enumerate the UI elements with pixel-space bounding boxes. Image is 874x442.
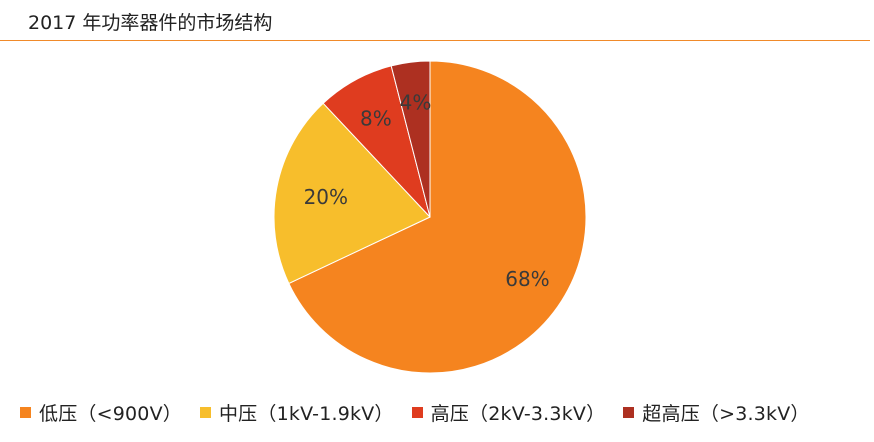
data-label-medium-voltage: 20% — [304, 185, 348, 209]
pie-slice-low-voltage — [288, 60, 587, 374]
legend-item-ultra-high-voltage: 超高压（>3.3kV） — [623, 399, 809, 426]
legend-swatch-low-voltage — [20, 406, 31, 418]
legend-item-medium-voltage: 中压（1kV-1.9kV） — [199, 399, 394, 426]
legend-item-high-voltage: 高压（2kV-3.3kV） — [411, 399, 606, 426]
title-divider — [0, 40, 870, 41]
legend-item-low-voltage: 低压（<900V） — [20, 399, 182, 426]
pie-slice-medium-voltage — [273, 102, 431, 285]
data-label-ultra-high-voltage: 4% — [400, 90, 432, 114]
legend-swatch-high-voltage — [411, 406, 423, 418]
legend-label-high-voltage: 高压（2kV-3.3kV） — [430, 402, 606, 425]
legend-label-ultra-high-voltage: 超高压（>3.3kV） — [642, 402, 810, 425]
legend-swatch-medium-voltage — [199, 406, 211, 418]
legend: 低压（<900V） 中压（1kV-1.9kV） 高压（2kV-3.3kV） 超高… — [20, 396, 872, 428]
legend-swatch-ultra-high-voltage — [623, 406, 635, 418]
legend-label-low-voltage: 低压（<900V） — [39, 402, 182, 425]
pie-slice-ultra-high-voltage — [390, 60, 431, 218]
chart-title: 2017 年功率器件的市场结构 — [28, 12, 273, 34]
data-label-low-voltage: 68% — [505, 267, 549, 291]
legend-label-medium-voltage: 中压（1kV-1.9kV） — [218, 402, 394, 425]
data-label-high-voltage: 8% — [360, 107, 392, 131]
